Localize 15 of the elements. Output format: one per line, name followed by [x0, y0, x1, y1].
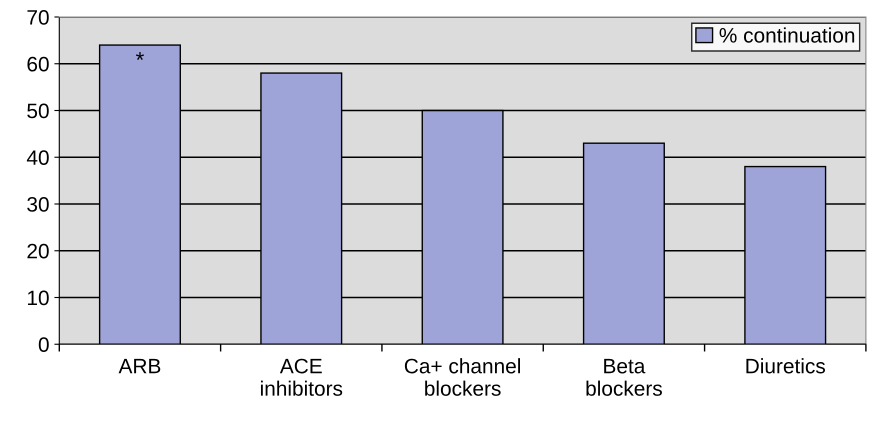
legend-label: % continuation	[720, 27, 854, 43]
x-tick-label: ACE inhibitors	[260, 358, 342, 396]
y-tick-label: 70	[27, 10, 49, 25]
y-tick-label: 0	[38, 337, 49, 352]
y-tick-label: 50	[27, 104, 49, 118]
x-tick-label: Diuretics	[746, 358, 825, 374]
y-tick-label: 20	[27, 244, 49, 259]
y-tick-label: 40	[26, 150, 49, 166]
y-tick-label: 30	[27, 197, 49, 212]
annotation: *	[136, 52, 144, 60]
x-tick-label: Ca+ channel blockers	[404, 358, 520, 396]
x-tick-label: Beta blockers	[586, 358, 662, 396]
x-tick-label: ARB	[118, 358, 160, 374]
y-tick-label: 60	[27, 56, 49, 72]
y-tick-label: 10	[28, 290, 49, 306]
